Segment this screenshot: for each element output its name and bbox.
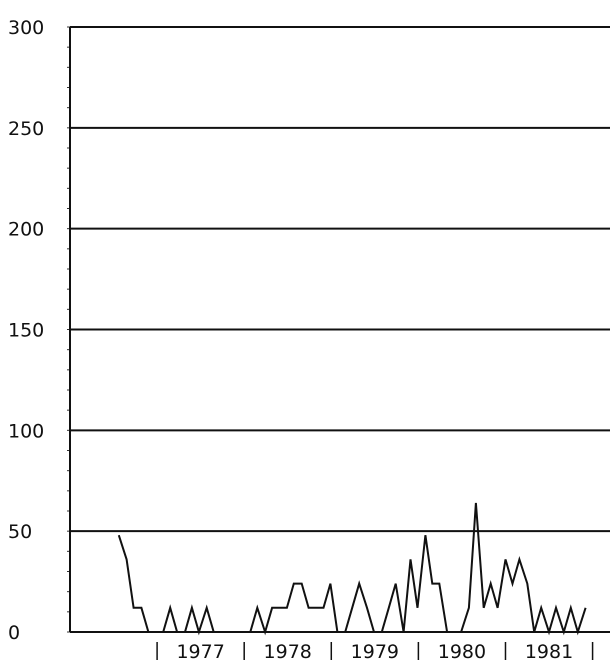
x-tick-label: 1980 <box>438 641 486 662</box>
grid-lines <box>70 26 610 533</box>
y-tick-label: 100 <box>8 420 44 442</box>
x-tick-label: 1981 <box>525 641 573 662</box>
x-tick-label: 1979 <box>351 641 399 662</box>
y-tick-label: 200 <box>8 219 44 241</box>
y-tick-label: 250 <box>8 118 44 140</box>
y-axis-ticks: 0 50 100 150 200 250 300 <box>8 17 44 644</box>
y-tick-label: 0 <box>8 622 20 644</box>
series <box>117 502 587 636</box>
series-line-0 <box>117 502 587 636</box>
y-tick-label: 150 <box>8 320 44 342</box>
x-axis-ticks: 1977 1978 1979 1980 1981 <box>156 641 594 662</box>
x-tick-label: 1977 <box>176 641 224 662</box>
x-tick-label: 1978 <box>264 641 312 662</box>
y-tick-label: 300 <box>8 17 44 39</box>
y-tick-label: 50 <box>8 521 32 543</box>
